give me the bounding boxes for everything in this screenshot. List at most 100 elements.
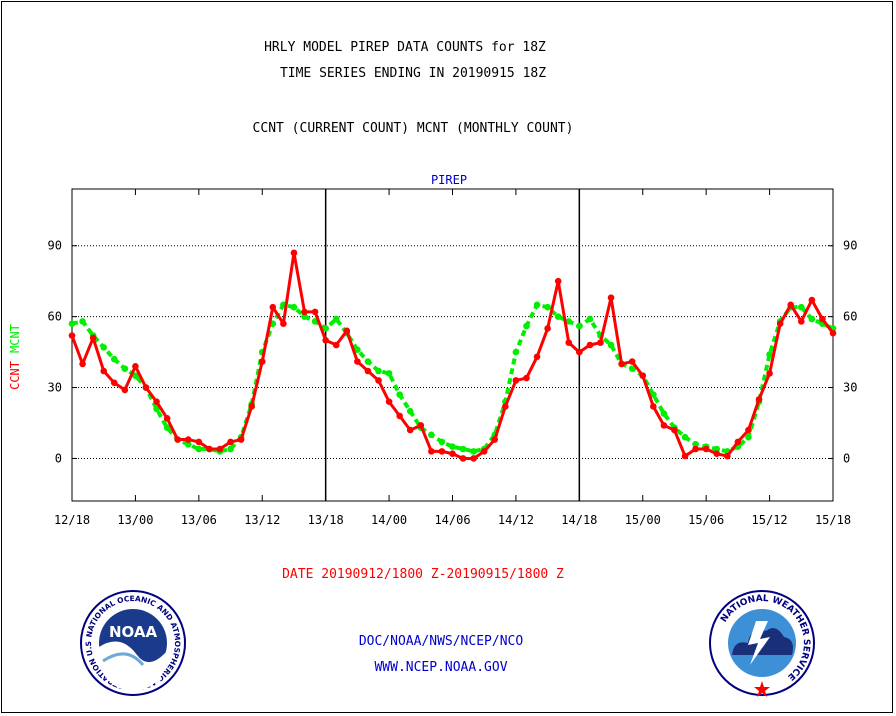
point-mcnt-64 — [745, 433, 752, 441]
point-ccnt-43 — [523, 374, 530, 382]
org-line-text: DOC/NOAA/NWS/NCEP/NCO — [359, 634, 524, 649]
ytick-label-left-60: 60 — [48, 310, 62, 324]
x-tick-labels: 12/18 13/00 13/06 13/12 13/18 14/00 14/06 14/12… — [54, 513, 851, 527]
xtick-label-6: 14/06 — [434, 513, 470, 527]
series-layer — [68, 249, 837, 462]
chart-title-line2: TIME SERIES ENDING IN 20190915 18Z — [280, 66, 546, 81]
point-mcnt-49 — [586, 315, 594, 323]
point-ccnt-67 — [776, 320, 784, 328]
y-axis-label-mcnt: MCNT — [8, 324, 22, 353]
point-mcnt-38 — [470, 448, 477, 455]
point-ccnt-12 — [195, 438, 203, 446]
point-ccnt-4 — [110, 379, 118, 387]
point-ccnt-14 — [216, 445, 224, 453]
nws-logo: NATIONAL WEATHER SERVICE — [709, 590, 815, 697]
point-ccnt-37 — [459, 455, 467, 462]
point-mcnt-5 — [121, 365, 129, 372]
xtick-label-9: 15/00 — [625, 513, 661, 527]
point-mcnt-31 — [396, 391, 403, 398]
point-mcnt-28 — [364, 358, 372, 365]
point-mcnt-3 — [100, 344, 108, 351]
point-mcnt-34 — [428, 431, 435, 439]
xtick-label-10: 15/06 — [688, 513, 724, 527]
xtick-label-11: 15/12 — [752, 513, 788, 527]
point-ccnt-19 — [269, 303, 277, 311]
noaa-logo-label: NOAA — [109, 623, 158, 641]
point-mcnt-69 — [797, 303, 805, 311]
series-line-ccnt — [70, 251, 835, 460]
ytick-label-right-30: 30 — [843, 381, 857, 395]
point-ccnt-16 — [237, 436, 245, 443]
point-ccnt-68 — [787, 301, 795, 309]
point-mcnt-47 — [565, 318, 573, 325]
point-ccnt-13 — [206, 445, 213, 453]
point-ccnt-52 — [618, 360, 625, 368]
point-ccnt-60 — [702, 445, 710, 453]
xtick-label-5: 14/00 — [371, 513, 407, 527]
point-mcnt-12 — [195, 445, 203, 453]
point-mcnt-6 — [132, 372, 139, 380]
point-ccnt-2 — [89, 334, 97, 342]
point-mcnt-61 — [713, 445, 721, 453]
ytick-label-left-90: 90 — [48, 239, 62, 253]
point-mcnt-9 — [163, 424, 171, 432]
point-ccnt-48 — [576, 348, 583, 356]
point-mcnt-4 — [110, 355, 118, 363]
panel-label-pirep: PIREP — [431, 173, 467, 187]
point-ccnt-15 — [227, 438, 234, 446]
point-ccnt-54 — [639, 372, 647, 380]
y-axis-label: CCNT MCNT — [8, 324, 22, 390]
point-mcnt-35 — [438, 438, 446, 446]
point-mcnt-21 — [290, 303, 298, 311]
point-mcnt-53 — [628, 365, 636, 372]
point-mcnt-66 — [766, 351, 773, 358]
point-mcnt-58 — [681, 433, 689, 441]
xtick-label-0: 12/18 — [54, 513, 90, 527]
point-ccnt-24 — [322, 336, 329, 344]
point-mcnt-32 — [406, 407, 414, 415]
point-mcnt-25 — [332, 315, 340, 323]
point-mcnt-37 — [459, 445, 467, 453]
xtick-label-1: 13/00 — [117, 513, 153, 527]
point-ccnt-55 — [650, 403, 657, 410]
point-mcnt-27 — [354, 346, 361, 354]
point-mcnt-51 — [607, 341, 615, 349]
point-ccnt-10 — [174, 436, 181, 443]
point-mcnt-15 — [227, 445, 234, 453]
point-mcnt-48 — [576, 322, 583, 330]
ytick-label-left-0: 0 — [55, 451, 62, 465]
point-mcnt-36 — [449, 443, 456, 450]
day-dividers — [324, 189, 581, 501]
point-mcnt-46 — [554, 313, 562, 320]
point-mcnt-56 — [660, 410, 668, 417]
point-ccnt-20 — [280, 320, 287, 328]
point-mcnt-24 — [322, 325, 329, 332]
point-ccnt-46 — [554, 277, 562, 285]
xtick-label-8: 14/18 — [561, 513, 597, 527]
nws-logo-star — [754, 681, 770, 697]
point-ccnt-26 — [343, 327, 351, 335]
date-range-text: DATE 20190912/1800 Z-20190915/1800 Z — [282, 567, 564, 582]
point-mcnt-1 — [79, 318, 86, 325]
xtick-label-7: 14/12 — [498, 513, 534, 527]
point-mcnt-59 — [692, 440, 699, 448]
point-ccnt-70 — [808, 296, 816, 304]
point-ccnt-47 — [565, 339, 573, 346]
xtick-label-2: 13/06 — [181, 513, 217, 527]
point-ccnt-71 — [819, 315, 826, 323]
ytick-label-right-60: 60 — [843, 310, 857, 324]
y-axis-label-group: CCNT MCNT — [8, 324, 22, 390]
point-ccnt-38 — [470, 455, 477, 462]
point-ccnt-1 — [79, 360, 86, 368]
point-ccnt-5 — [121, 386, 129, 394]
point-mcnt-43 — [523, 322, 530, 330]
point-ccnt-58 — [681, 452, 689, 460]
point-ccnt-36 — [449, 450, 456, 458]
chart-legend-line: CCNT (CURRENT COUNT) MCNT (MONTHLY COUNT… — [253, 121, 574, 136]
ytick-label-right-0: 0 — [843, 451, 850, 465]
point-mcnt-8 — [153, 405, 160, 413]
point-ccnt-72 — [829, 329, 837, 337]
point-ccnt-62 — [724, 452, 731, 460]
point-ccnt-27 — [354, 358, 361, 365]
